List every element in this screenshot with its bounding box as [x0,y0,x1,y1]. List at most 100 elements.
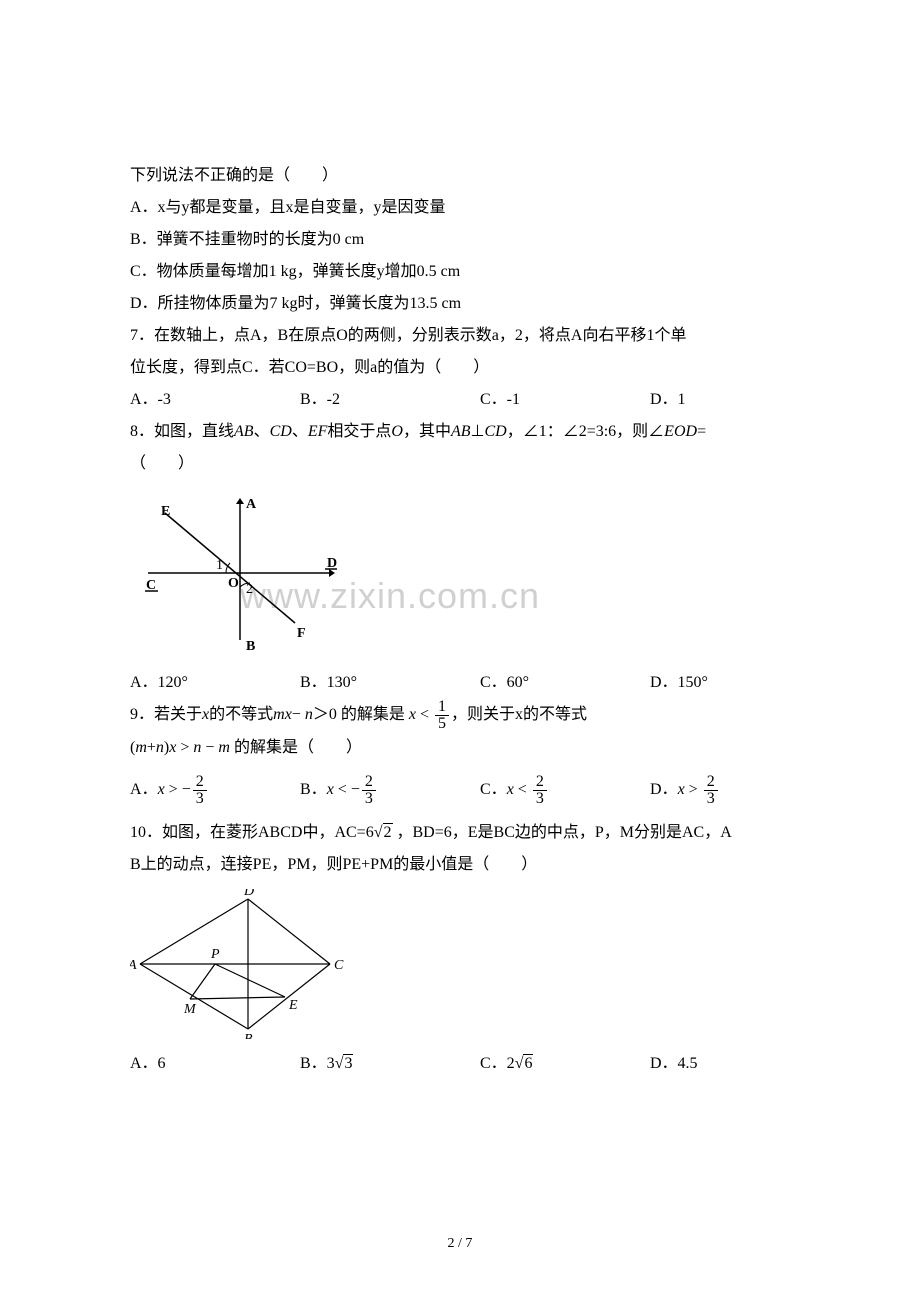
q9-plus: + [147,739,156,756]
q10-sqrt2: √2 [374,823,393,841]
svg-text:A: A [246,497,257,512]
q9d-x: x [678,781,685,798]
q-option-a: A．x与y都是变量，且x是自变量，y是因变量 [130,192,790,224]
q9c-pre: C． [480,781,507,798]
q9-xlt: x [409,706,416,723]
q9-gt0: ＞0 的解集是 [313,706,409,723]
q9-opt-b: B．x < −23 [300,774,480,807]
q8-ab: AB [234,423,254,440]
q8-cd2: CD [484,423,506,440]
geometry-figure-2: ACDBEMP [130,889,345,1039]
q9-frac-den: 5 [435,716,449,732]
q9d-num: 2 [704,774,718,791]
q9a-frac: 23 [193,774,207,807]
q9a-op: > − [165,781,191,798]
svg-text:P: P [210,947,220,962]
q10-sqrt2-val: 2 [383,823,393,841]
q9-post: 的解集是（ ） [230,739,362,756]
q8-ef: EF [308,423,328,440]
q10-figure: ACDBEMP [130,889,790,1044]
q8-t2: 相交于点 [327,423,391,440]
svg-text:M: M [183,1002,197,1017]
page-number: 2 / 7 [0,1236,920,1252]
q10-opt-b: B．3√3 [300,1048,480,1080]
q7-text1: 7．在数轴上，点A，B在原点O的两侧，分别表示数a，2，将点A向右平移1个单 [130,327,686,344]
svg-text:F: F [297,626,306,641]
q8-line1: 8．如图，直线AB、CD、EF相交于点O，其中AB⊥CD，∠1：∠2=3:6，则… [130,416,790,448]
q10-opt-a: A．6 [130,1048,300,1080]
q9b-x: x [327,781,334,798]
q10c-sqrt: √6 [515,1054,534,1072]
q8-opt-d: D．150° [650,667,708,699]
q10-line1: 10．如图，在菱形ABCD中，AC=6√2 ，BD=6，E是BC边的中点，P，M… [130,817,790,849]
q9-t3: ，则关于x的不等式 [451,706,587,723]
svg-text:D: D [243,889,254,899]
q7-line2: 位长度，得到点C．若CO=BO，则a的值为（ ） [130,352,790,384]
q10-t2: ，BD=6，E是BC边的中点，P，M分别是AC，A [393,824,732,841]
q9c-x: x [507,781,514,798]
q10-t1: 10．如图，在菱形ABCD中，AC=6 [130,824,374,841]
q9d-den: 3 [704,791,718,807]
q9a-den: 3 [193,791,207,807]
q9-m: m [135,739,147,756]
q9d-frac: 23 [704,774,718,807]
q9-frac: 15 [435,699,449,732]
q10-opt-c: C．2√6 [480,1048,650,1080]
q8-t4: ，∠1：∠2=3:6，则∠ [507,423,664,440]
q9-t1: 9．若关于 [130,706,202,723]
q9-frac-num: 1 [435,699,449,716]
q9d-pre: D． [650,781,678,798]
q9a-x: x [158,781,165,798]
q9c-num: 2 [533,774,547,791]
q9b-op: < − [334,781,360,798]
q7-opt-a: A．-3 [130,384,300,416]
svg-text:B: B [246,639,255,654]
q9c-den: 3 [533,791,547,807]
q9-m2: m [218,739,230,756]
q10-opt-d: D．4.5 [650,1048,698,1080]
svg-text:E: E [288,998,298,1013]
q9a-num: 2 [193,774,207,791]
q7-options: A．-3 B．-2 C．-1 D．1 [130,384,790,416]
q8-figure: ABCDEFO12 [130,488,790,663]
page-content: 下列说法不正确的是（ ） A．x与y都是变量，且x是自变量，y是因变量 B．弹簧… [0,0,920,1120]
q10b-sqrt-val: 3 [343,1054,353,1072]
q9-minus: − [292,706,305,723]
q8-ab2: AB [451,423,471,440]
q9d-op: > [685,781,702,798]
q7-opt-c: C．-1 [480,384,650,416]
svg-text:B: B [244,1032,253,1039]
q7-text2: 位长度，得到点C．若CO=BO，则a的值为（ ） [130,359,489,376]
q-option-c: C．物体质量每增加1 kg，弹簧长度y增加0.5 cm [130,256,790,288]
q7-opt-b: B．-2 [300,384,480,416]
svg-text:1: 1 [216,558,223,573]
svg-text:2: 2 [246,582,253,597]
q9-n: n [305,706,313,723]
q9-t2: 的不等式 [209,706,273,723]
q8-line2: （ ） [130,448,790,480]
q-option-b: B．弹簧不挂重物时的长度为0 cm [130,224,790,256]
q9b-frac: 23 [362,774,376,807]
q8-perp: ⊥ [471,423,485,440]
q8-eq: = [697,423,706,440]
q9-lt: < [416,706,433,723]
q8-opt-a: A．120° [130,667,300,699]
q10c-pre: C．2 [480,1055,515,1072]
q10-options: A．6 B．3√3 C．2√6 D．4.5 [130,1048,790,1080]
q9-line1: 9．若关于x的不等式mx− n＞0 的解集是 x < 15，则关于x的不等式 [130,699,790,732]
q9-n2: n [156,739,164,756]
q8-opt-c: C．60° [480,667,650,699]
q10b-pre: B．3 [300,1055,335,1072]
q9c-op: < [514,781,531,798]
q8-o: O [391,423,403,440]
q9-opt-a: A．x > −23 [130,774,300,807]
q9a-pre: A． [130,781,158,798]
q7-line1: 7．在数轴上，点A，B在原点O的两侧，分别表示数a，2，将点A向右平移1个单 [130,320,790,352]
q9b-num: 2 [362,774,376,791]
q9-mx: mx [273,706,292,723]
q9c-frac: 23 [533,774,547,807]
svg-text:C: C [334,958,344,973]
q-intro: 下列说法不正确的是（ ） [130,160,790,192]
q10b-sqrt: √3 [335,1054,354,1072]
q8-t1: 8．如图，直线 [130,423,234,440]
